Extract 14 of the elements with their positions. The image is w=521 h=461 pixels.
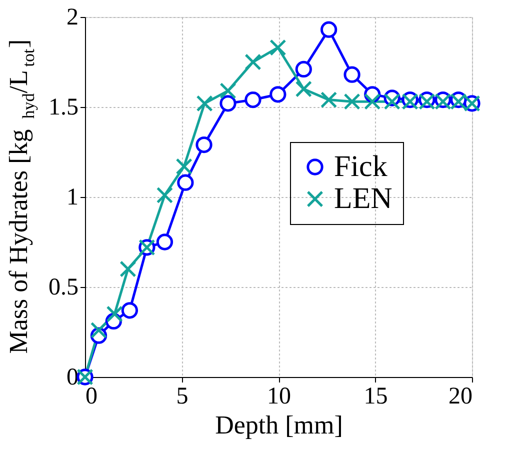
y-tick-label: 1 (66, 184, 78, 210)
y-axis-title: Mass of Hydrates [kghyd/Ltot] (4, 39, 38, 354)
x-tick-label: 20 (448, 384, 472, 410)
legend-label: Fick (334, 150, 388, 183)
legend-label: LEN (334, 182, 392, 215)
y-tick-label: 0 (66, 364, 78, 390)
x-tick-label: 15 (364, 384, 388, 410)
x-tick-label: 10 (267, 384, 291, 410)
x-tick-label: 0 (86, 384, 98, 410)
x-axis-title: Depth [mm] (215, 410, 343, 440)
y-tick-label: 1.5 (48, 94, 78, 120)
y-tick-label: 2 (66, 4, 78, 30)
x-tick-label: 5 (176, 384, 188, 410)
y-tick-label: 0.5 (48, 274, 78, 300)
